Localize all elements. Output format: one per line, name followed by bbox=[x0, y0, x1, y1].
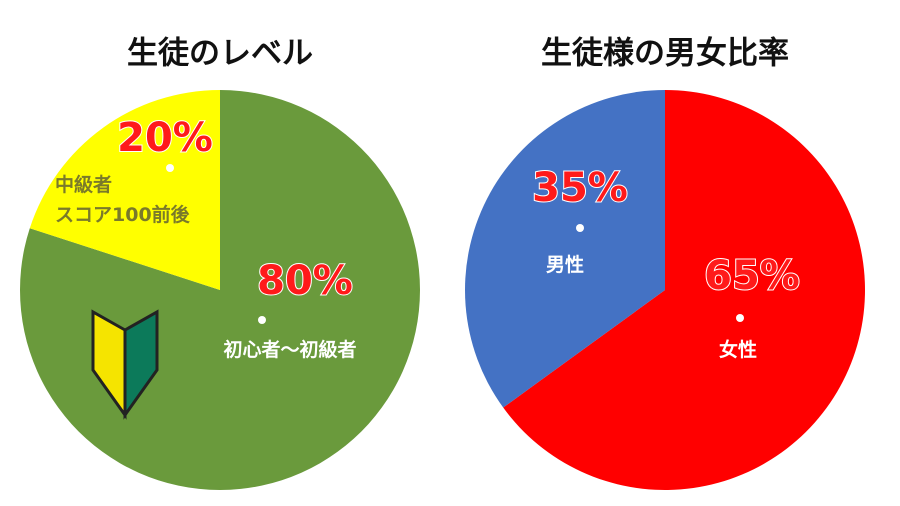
pie-slice bbox=[29, 90, 220, 290]
chart-title: 生徒様の男女比率 bbox=[541, 36, 789, 72]
chart-title: 生徒のレベル bbox=[127, 36, 313, 72]
value-label: 35% bbox=[532, 165, 628, 211]
slice-label: 男性 bbox=[546, 253, 584, 276]
slice-label: 初心者〜初級者 bbox=[223, 338, 356, 361]
pie-slice bbox=[503, 90, 865, 491]
value-label: 80% bbox=[257, 258, 353, 304]
pie-slice bbox=[465, 90, 665, 408]
value-label: 65% bbox=[704, 253, 800, 299]
slice-label: 中級者スコア100前後 bbox=[55, 173, 191, 226]
label-dot bbox=[166, 164, 174, 172]
label-dot bbox=[258, 316, 266, 324]
label-dot bbox=[576, 224, 584, 232]
beginner-icon bbox=[91, 309, 159, 420]
value-label: 20% bbox=[117, 115, 213, 161]
icon-right bbox=[123, 309, 159, 420]
label-dot bbox=[736, 314, 744, 322]
slice-label: 女性 bbox=[719, 338, 757, 361]
pies: 生徒のレベル 80% 初心者〜初級者 20% 中級者スコア100前後 生徒様の男女比率 65… bbox=[19, 36, 865, 491]
